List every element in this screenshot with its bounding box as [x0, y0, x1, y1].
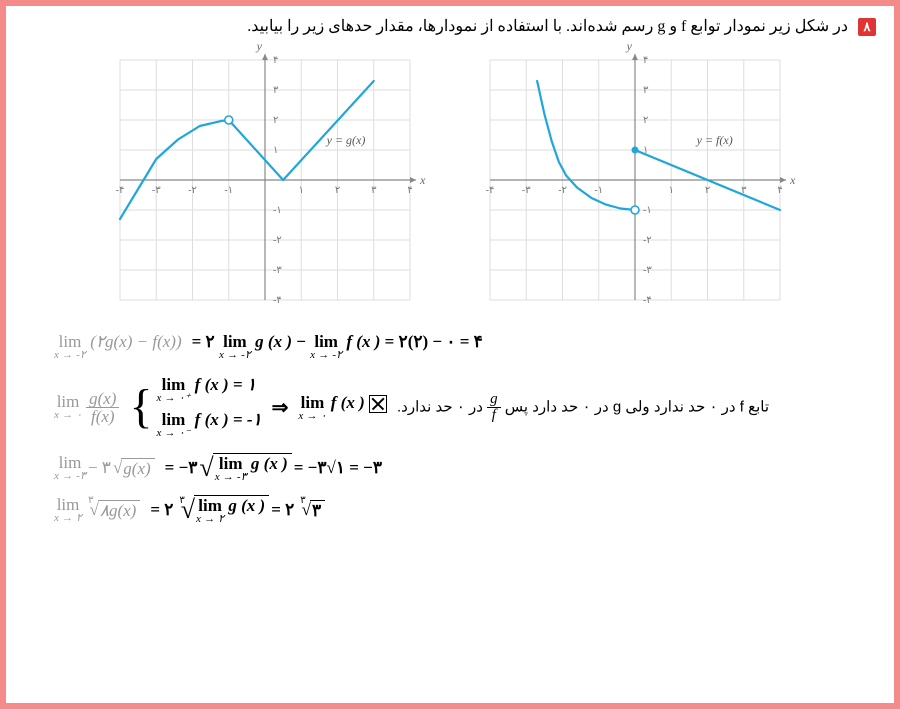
- svg-text:y: y: [256, 40, 263, 53]
- eq2-persian: تابع f در ۰ حد ندارد ولی g در ۰ حد دارد …: [397, 392, 769, 423]
- equations-area: lim x → -۲ (۲g(x) − f(x)) = ۲ lim x → -۲…: [24, 332, 876, 525]
- svg-text:-۲: -۲: [188, 185, 197, 196]
- svg-text:۴: ۴: [407, 185, 412, 196]
- cuberoot-icon: ۳ √ ۸g(x): [84, 500, 140, 521]
- svg-text:y = g(x): y = g(x): [326, 133, 366, 147]
- chart-g: -۴-۳-۲-۱۱۲۳۴-۴-۳-۲-۱۱۲۳۴xyy = g(x): [100, 40, 430, 320]
- svg-text:-۱: -۱: [594, 185, 603, 196]
- lim-icon: lim x → -۲: [54, 333, 86, 361]
- lim-icon: lim x → ۲: [196, 497, 224, 525]
- svg-text:۳: ۳: [273, 85, 279, 96]
- arrow-icon: ⇒: [272, 395, 289, 420]
- problem-number-badge: ٨: [858, 18, 876, 36]
- dne-box-icon: [369, 395, 387, 413]
- lim-icon: lim x → -۳: [54, 454, 86, 482]
- eq3-lhs: lim x → -۳ − ۳ √ g(x): [54, 454, 155, 482]
- brace-icon: {: [129, 385, 152, 428]
- svg-text:x: x: [419, 173, 426, 187]
- equation-2: lim x → ۰ g(x) f(x) { lim x → ۰⁺ f: [54, 373, 876, 441]
- svg-text:-۱: -۱: [273, 205, 282, 216]
- lim-icon: lim x → ۰: [298, 394, 326, 422]
- eq2-lhs: lim x → ۰ g(x) f(x): [54, 390, 119, 425]
- eq1-lhs-expr: (۲g(x) − f(x)): [90, 332, 181, 351]
- svg-text:-۳: -۳: [522, 185, 531, 196]
- svg-text:۲: ۲: [643, 115, 648, 126]
- svg-text:-۴: -۴: [116, 185, 125, 196]
- eq3-rhs: = −۳ √ lim x → -۳ g (x ) = −۳√۱ = −۳: [165, 453, 382, 483]
- figures-row: -۴-۳-۲-۱۱۲۳۴-۴-۳-۲-۱۱۲۳۴xyy = g(x) -۴-۳-…: [24, 40, 876, 320]
- svg-text:-۳: -۳: [273, 265, 282, 276]
- svg-text:۳: ۳: [643, 85, 649, 96]
- eq4-lhs: lim x → ۲ ۳ √ ۸g(x): [54, 496, 140, 524]
- lim-icon: lim x → ۰: [54, 393, 82, 421]
- svg-text:۴: ۴: [643, 55, 648, 66]
- chart-f: -۴-۳-۲-۱۱۲۳۴-۴-۳-۲-۱۱۲۳۴xyy = f(x): [470, 40, 800, 320]
- svg-text:۲: ۲: [705, 185, 710, 196]
- svg-text:۱: ۱: [299, 185, 304, 196]
- svg-text:-۳: -۳: [152, 185, 161, 196]
- lim-icon: lim x → -۲: [310, 333, 342, 361]
- eq1-rhs: = ۲ lim x → -۲ g (x ) − lim x → -۲ f (x …: [192, 332, 483, 361]
- equation-3: lim x → -۳ − ۳ √ g(x) = −۳ √ lim x → -۳: [54, 453, 876, 483]
- svg-text:-۱: -۱: [643, 205, 652, 216]
- cuberoot-icon: ۳ √ lim x → ۲ g (x ): [175, 495, 269, 525]
- sqrt-icon: √ lim x → -۳ g (x ): [199, 453, 291, 483]
- equation-4: lim x → ۲ ۳ √ ۸g(x) = ۲ ۳ √ lim: [54, 495, 876, 525]
- svg-text:-۳: -۳: [643, 265, 652, 276]
- lim-icon: lim x → -۳: [215, 455, 247, 483]
- sqrt-icon: √ g(x): [113, 458, 155, 479]
- equation-1: lim x → -۲ (۲g(x) − f(x)) = ۲ lim x → -۲…: [54, 332, 876, 361]
- svg-text:x: x: [789, 173, 796, 187]
- svg-text:y: y: [626, 40, 633, 53]
- lim-icon: lim x → ۰⁺: [157, 376, 191, 404]
- eq4-rhs: = ۲ ۳ √ lim x → ۲ g (x ) = ۲ ۳ √: [150, 495, 325, 525]
- fraction-icon: g f: [487, 392, 501, 423]
- svg-text:y = f(x): y = f(x): [696, 133, 733, 147]
- svg-text:۲: ۲: [273, 115, 278, 126]
- svg-text:-۴: -۴: [486, 185, 495, 196]
- svg-text:-۴: -۴: [643, 295, 652, 306]
- svg-text:۱: ۱: [669, 185, 674, 196]
- svg-text:-۲: -۲: [558, 185, 567, 196]
- problem-title: در شکل زیر نمودار توابع f و g رسم شده‌ان…: [247, 18, 848, 35]
- svg-text:۳: ۳: [371, 185, 377, 196]
- svg-text:۲: ۲: [335, 185, 340, 196]
- svg-text:-۴: -۴: [273, 295, 282, 306]
- eq2-mid: lim x → ۰ f (x ): [298, 393, 387, 422]
- svg-text:۱: ۱: [273, 145, 278, 156]
- svg-text:-۲: -۲: [643, 235, 652, 246]
- lim-icon: lim x → ۲: [54, 496, 82, 524]
- cuberoot-icon: ۳ √ ۳: [296, 500, 325, 521]
- lim-icon: lim x → ۰⁻: [157, 411, 191, 439]
- eq2-cases: { lim x → ۰⁺ f (x ) = ۱ lim x → ۰⁻: [129, 373, 261, 441]
- svg-text:۴: ۴: [273, 55, 278, 66]
- svg-text:۴: ۴: [777, 185, 782, 196]
- fraction-icon: g(x) f(x): [86, 390, 119, 425]
- svg-text:-۱: -۱: [224, 185, 233, 196]
- page: ٨ در شکل زیر نمودار توابع f و g رسم شده‌…: [0, 0, 900, 709]
- lim-icon: lim x → -۲: [219, 333, 251, 361]
- title-row: ٨ در شکل زیر نمودار توابع f و g رسم شده‌…: [24, 16, 876, 36]
- eq1-lhs: lim x → -۲ (۲g(x) − f(x)): [54, 332, 182, 361]
- svg-text:-۲: -۲: [273, 235, 282, 246]
